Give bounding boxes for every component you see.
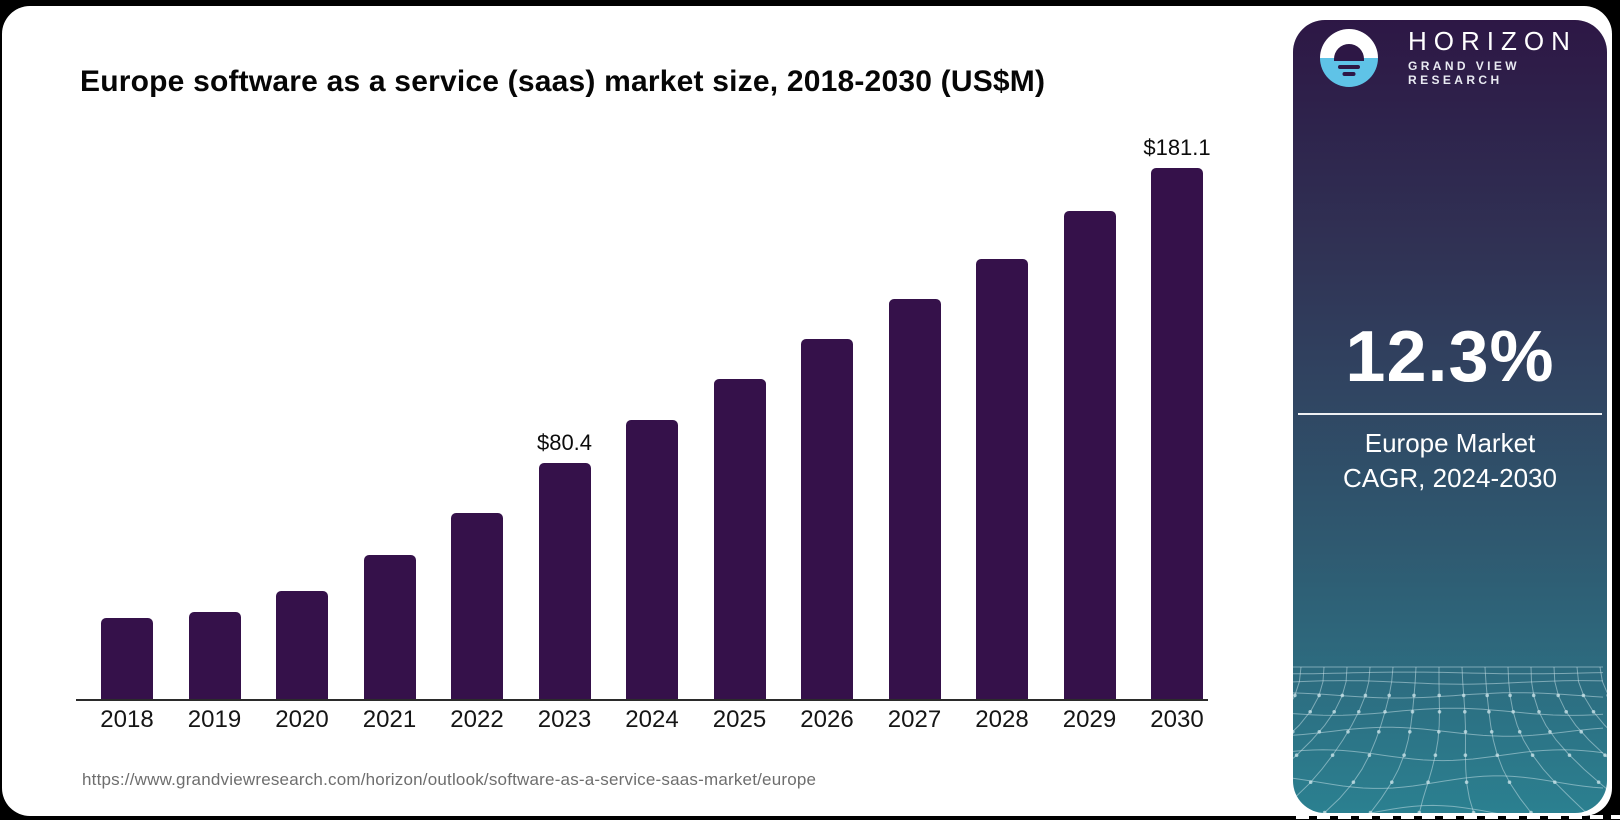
bar-2030 bbox=[1151, 168, 1203, 699]
bar-value-label-2030: $181.1 bbox=[1143, 135, 1211, 160]
x-axis-label-2028: 2028 bbox=[975, 706, 1029, 733]
x-axis-label-2026: 2026 bbox=[800, 706, 854, 733]
horizon-logo: HORIZON GRAND VIEW RESEARCH bbox=[1320, 28, 1607, 87]
bar-2026 bbox=[801, 339, 853, 699]
x-axis-line bbox=[76, 699, 1208, 701]
bar-value-label-2023: $80.4 bbox=[536, 430, 593, 455]
bar-2024 bbox=[626, 420, 678, 699]
bar-2023 bbox=[538, 463, 591, 699]
brand-subtitle: GRAND VIEW RESEARCH bbox=[1408, 59, 1520, 87]
bar-2018 bbox=[101, 618, 153, 699]
chart-title: Europe software as a service (saas) mark… bbox=[80, 65, 1046, 99]
horizon-logo-icon bbox=[1320, 28, 1378, 87]
wireframe-mesh-pattern bbox=[1293, 666, 1607, 813]
x-axis-label-2027: 2027 bbox=[887, 706, 942, 733]
source-url: https://www.grandviewresearch.com/horizo… bbox=[82, 770, 817, 789]
x-axis-label-2029: 2029 bbox=[1062, 706, 1117, 733]
stat-divider bbox=[1298, 413, 1602, 415]
reflection-dash-icon bbox=[1338, 64, 1360, 69]
reflection-dash-icon bbox=[1342, 71, 1356, 76]
bar-2022 bbox=[451, 513, 503, 699]
cagr-caption-line2: CAGR, 2024-2030 bbox=[1343, 463, 1557, 493]
sidebar-panel: HORIZON GRAND VIEW RESEARCH 12.3% Europe… bbox=[1293, 20, 1607, 813]
bar-2027 bbox=[888, 299, 941, 699]
bar-2025 bbox=[713, 379, 766, 699]
bar-chart: 2018 2019 2020 2021 2022 $80.4 2023 2024 2025 202… bbox=[2, 6, 1252, 820]
cagr-caption-line1: Europe Market bbox=[1364, 428, 1536, 458]
x-axis-label-2018: 2018 bbox=[100, 706, 154, 733]
x-axis-label-2030: 2030 bbox=[1150, 706, 1204, 733]
brand-name: HORIZON bbox=[1408, 26, 1577, 56]
x-axis-label-2020: 2020 bbox=[275, 706, 329, 733]
dashed-tick-strip bbox=[1296, 815, 1620, 819]
bar-2020 bbox=[276, 591, 328, 699]
bar-2021 bbox=[363, 555, 416, 699]
logo-text: HORIZON GRAND VIEW RESEARCH bbox=[1408, 28, 1607, 87]
bar-2028 bbox=[976, 259, 1028, 699]
x-axis-label-2025: 2025 bbox=[712, 706, 767, 733]
x-axis-label-2022: 2022 bbox=[450, 706, 504, 733]
x-axis-label-2019: 2019 bbox=[187, 706, 242, 733]
cagr-value: 12.3% bbox=[1345, 317, 1555, 397]
x-axis-label-2024: 2024 bbox=[625, 706, 679, 733]
cagr-caption: Europe Market CAGR, 2024-2030 bbox=[1293, 426, 1607, 496]
bar-2029 bbox=[1063, 211, 1116, 699]
x-axis-label-2023: 2023 bbox=[537, 706, 592, 733]
bar-2019 bbox=[188, 612, 241, 699]
x-axis-label-2021: 2021 bbox=[362, 706, 417, 733]
sun-dome-icon bbox=[1334, 43, 1364, 61]
